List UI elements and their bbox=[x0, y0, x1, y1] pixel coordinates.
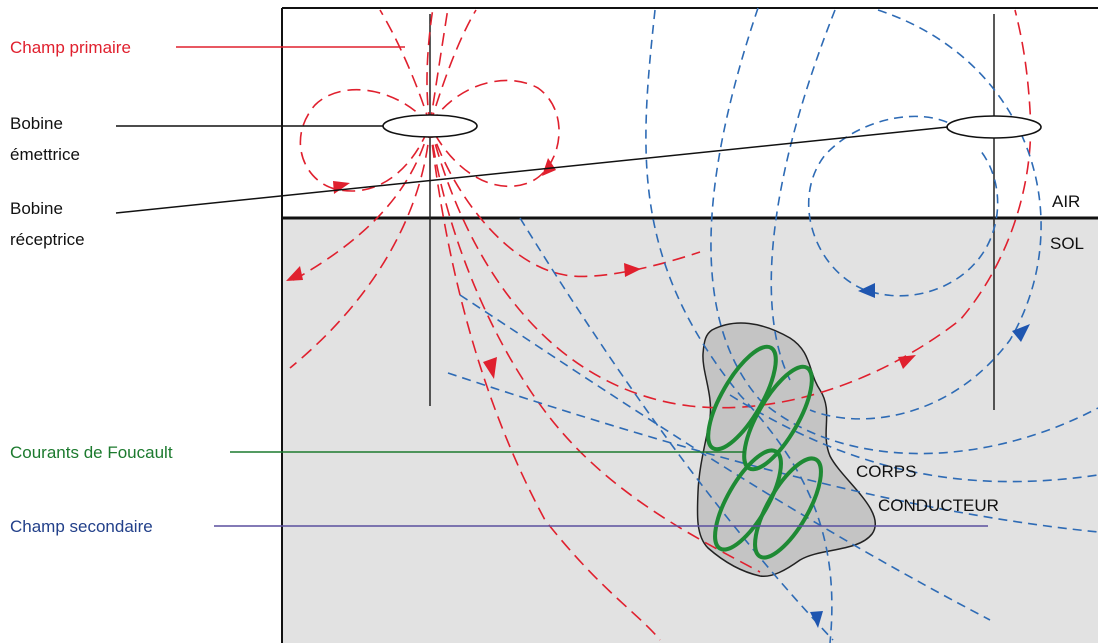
conductor-label-line1: CORPS bbox=[856, 462, 916, 481]
primary-loop-right bbox=[429, 79, 560, 188]
primary-arrow-3 bbox=[286, 266, 303, 281]
eddy-current-loop-2 bbox=[742, 364, 814, 472]
primary-field-label: Champ primaire bbox=[10, 38, 131, 57]
primary-arrow-1 bbox=[333, 181, 350, 194]
primary-arrow-2 bbox=[542, 158, 556, 176]
secondary-line-5 bbox=[519, 217, 834, 641]
secondary-line-3 bbox=[770, 9, 836, 381]
primary-arrow-4 bbox=[624, 263, 641, 277]
transmitter-coil-label-line1: Bobine bbox=[10, 114, 63, 133]
primary-line-8 bbox=[429, 124, 761, 573]
primary-line-1 bbox=[426, 7, 434, 126]
primary-loop-left bbox=[299, 88, 431, 192]
secondary-line-7 bbox=[447, 372, 1098, 533]
receiver-coil-label-line2: réceptrice bbox=[10, 230, 85, 249]
transmitter-coil bbox=[382, 114, 478, 138]
primary-line-9 bbox=[429, 124, 661, 641]
receiver-coil bbox=[946, 115, 1042, 139]
secondary-loop-receiver bbox=[808, 115, 999, 297]
transmitter-coil-label-line2: émettrice bbox=[10, 145, 80, 164]
secondary-line-6 bbox=[459, 294, 991, 621]
primary-line-7 bbox=[429, 124, 701, 278]
eddy-current-loop-4 bbox=[753, 456, 823, 560]
secondary-arrow-1 bbox=[858, 283, 875, 298]
secondary-field-label: Champ secondaire bbox=[10, 517, 153, 536]
soil-label: SOL bbox=[1050, 234, 1084, 253]
primary-line-10 bbox=[429, 9, 1032, 409]
receiver-coil-leader bbox=[115, 126, 949, 214]
primary-line-5 bbox=[289, 124, 431, 283]
primary-arrow-6 bbox=[898, 355, 916, 369]
soil-region bbox=[282, 218, 1098, 643]
secondary-arrow-3 bbox=[810, 611, 823, 628]
eddy-currents-label: Courants de Foucault bbox=[10, 443, 173, 462]
primary-line-3 bbox=[379, 9, 431, 126]
secondary-arrow-2 bbox=[1012, 324, 1030, 342]
primary-line-4 bbox=[429, 9, 477, 126]
receiver-coil-label-line1: Bobine bbox=[10, 199, 63, 218]
conductor-label-line2: CONDUCTEUR bbox=[878, 496, 999, 515]
secondary-line-2 bbox=[710, 7, 1098, 455]
primary-line-6 bbox=[289, 124, 431, 369]
secondary-line-8 bbox=[729, 394, 1098, 483]
primary-arrow-5 bbox=[483, 357, 497, 379]
primary-line-2 bbox=[429, 7, 449, 126]
air-label: AIR bbox=[1052, 192, 1080, 211]
